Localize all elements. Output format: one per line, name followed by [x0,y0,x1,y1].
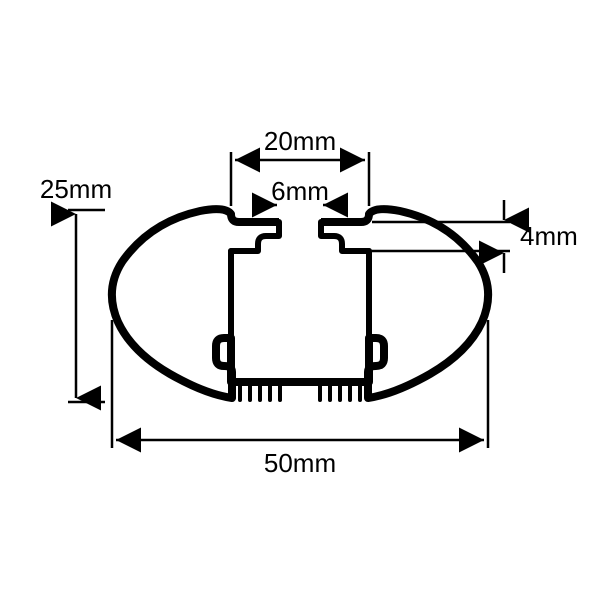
foot-ribs-right [320,384,360,400]
dim-slot-gap-label: 6mm [271,176,329,206]
dim-width-label: 50mm [264,448,336,478]
dim-lip-height-label: 4mm [520,221,578,251]
slot-lip-right [321,222,369,251]
cross-section-diagram: 20mm 6mm 4mm 25mm 50mm [0,0,600,600]
profile-shape [112,209,488,400]
dimension-slot-gap: 6mm [255,176,345,206]
dimension-width: 50mm [112,320,488,478]
slot-lip-left [231,222,279,251]
dim-slot-outer-label: 20mm [264,126,336,156]
outer-shell [112,209,488,398]
dimension-height: 25mm [40,174,112,402]
foot-ribs-left [240,384,280,400]
dim-height-label: 25mm [40,174,112,204]
